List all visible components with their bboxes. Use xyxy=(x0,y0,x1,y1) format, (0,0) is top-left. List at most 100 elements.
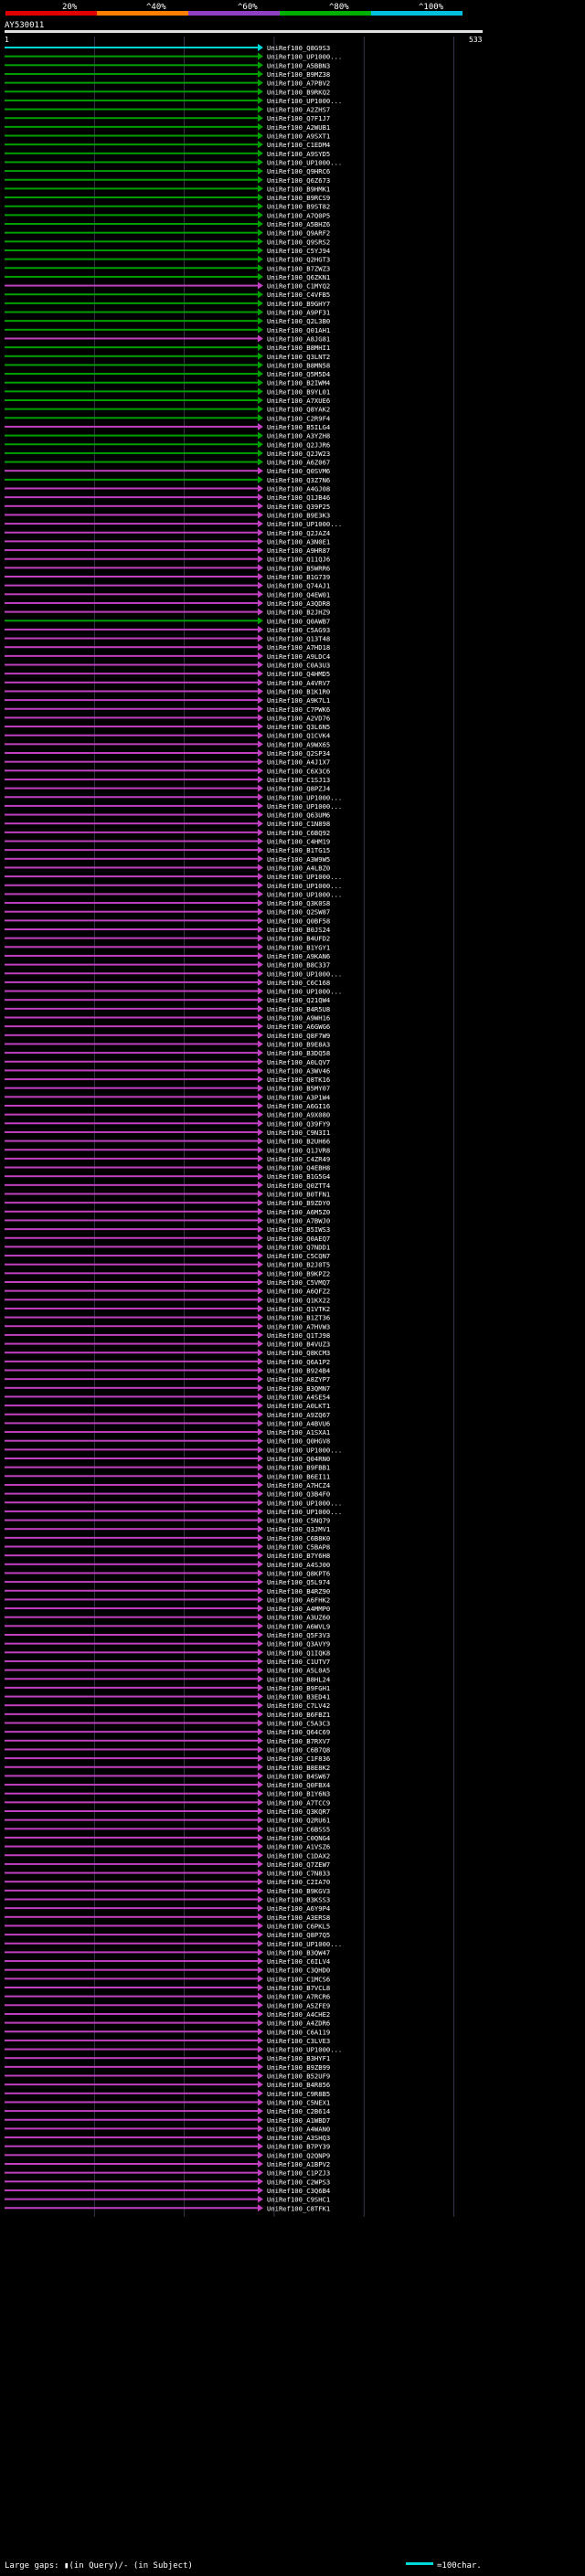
hit-row[interactable]: UniRef100_B7ZWZ3 xyxy=(5,264,330,272)
hit-label[interactable]: UniRef100_C6PKL5 xyxy=(267,1922,330,1930)
hit-label[interactable]: UniRef100_A4ZDR6 xyxy=(267,2019,330,2028)
hit-bar[interactable] xyxy=(5,584,258,587)
hit-bar[interactable] xyxy=(5,707,258,710)
hit-bar[interactable] xyxy=(5,1651,258,1654)
hit-bar[interactable] xyxy=(5,125,258,128)
hit-row[interactable]: UniRef100_C7N833 xyxy=(5,1869,330,1878)
hit-label[interactable]: UniRef100_Q8P7Q5 xyxy=(267,1931,330,1939)
hit-bar[interactable] xyxy=(5,1915,258,1918)
hit-row[interactable]: UniRef100_B0TFN1 xyxy=(5,1190,330,1199)
hit-label[interactable]: UniRef100_UP1000... xyxy=(267,802,342,811)
hit-row[interactable]: UniRef100_Q1TJ98 xyxy=(5,1330,330,1340)
hit-bar[interactable] xyxy=(5,320,258,323)
hit-bar[interactable] xyxy=(5,1960,258,1963)
hit-row[interactable]: UniRef100_A9KAN6 xyxy=(5,951,330,960)
hit-row[interactable]: UniRef100_Q2HGT3 xyxy=(5,255,330,264)
hit-label[interactable]: UniRef100_Q5F3V3 xyxy=(267,1631,330,1639)
hit-bar[interactable] xyxy=(5,963,258,966)
hit-label[interactable]: UniRef100_A9X080 xyxy=(267,1111,330,1119)
hit-bar[interactable] xyxy=(5,849,258,852)
hit-label[interactable]: UniRef100_A7BWJ0 xyxy=(267,1216,330,1224)
hit-row[interactable]: UniRef100_Q13T48 xyxy=(5,634,330,643)
hit-row[interactable]: UniRef100_Q01AH1 xyxy=(5,325,330,334)
hit-row[interactable]: UniRef100_UP1000... xyxy=(5,1939,342,1948)
hit-bar[interactable] xyxy=(5,620,258,622)
hit-bar[interactable] xyxy=(5,1977,258,1980)
hit-row[interactable]: UniRef100_B1TG15 xyxy=(5,846,330,854)
hit-bar[interactable] xyxy=(5,919,258,922)
hit-bar[interactable] xyxy=(5,540,258,543)
hit-label[interactable]: UniRef100_Q13T48 xyxy=(267,635,330,643)
hit-label[interactable]: UniRef100_A6M5Z0 xyxy=(267,1208,330,1216)
hit-bar[interactable] xyxy=(5,884,258,886)
hit-row[interactable]: UniRef100_B9ST82 xyxy=(5,202,330,211)
hit-label[interactable]: UniRef100_A4VRV7 xyxy=(267,679,330,687)
hit-bar[interactable] xyxy=(5,478,258,481)
hit-bar[interactable] xyxy=(5,804,258,807)
hit-row[interactable]: UniRef100_A4BVU6 xyxy=(5,1419,330,1427)
hit-bar[interactable] xyxy=(5,1175,258,1178)
hit-bar[interactable] xyxy=(5,673,258,675)
hit-bar[interactable] xyxy=(5,2198,258,2200)
hit-row[interactable]: UniRef100_Q0HGV8 xyxy=(5,1436,330,1446)
hit-bar[interactable] xyxy=(5,1289,258,1292)
hit-label[interactable]: UniRef100_B5MY07 xyxy=(267,1085,330,1093)
hit-row[interactable]: UniRef100_UP1000... xyxy=(5,52,342,61)
hit-row[interactable]: UniRef100_Q6ZKN1 xyxy=(5,272,330,281)
hit-bar[interactable] xyxy=(5,1934,258,1936)
hit-bar[interactable] xyxy=(5,1836,258,1839)
hit-bar[interactable] xyxy=(5,373,258,376)
hit-row[interactable]: UniRef100_Q04RN0 xyxy=(5,1455,330,1463)
hit-row[interactable]: UniRef100_Q0FBX4 xyxy=(5,1781,330,1789)
hit-bar[interactable] xyxy=(5,1581,258,1584)
hit-label[interactable]: UniRef100_Q1VTK2 xyxy=(267,1305,330,1313)
hit-bar[interactable] xyxy=(5,434,258,437)
hit-row[interactable]: UniRef100_Q8KPT6 xyxy=(5,1569,330,1577)
hit-row[interactable]: UniRef100_UP1000... xyxy=(5,873,342,881)
hit-bar[interactable] xyxy=(5,726,258,728)
hit-label[interactable]: UniRef100_A0LKT1 xyxy=(267,1402,330,1410)
hit-label[interactable]: UniRef100_Q8KCM3 xyxy=(267,1349,330,1357)
hit-bar[interactable] xyxy=(5,1475,258,1478)
hit-bar[interactable] xyxy=(5,1157,258,1160)
hit-bar[interactable] xyxy=(5,1458,258,1459)
hit-bar[interactable] xyxy=(5,1889,258,1892)
hit-row[interactable]: UniRef100_Q9HRC6 xyxy=(5,167,330,175)
hit-bar[interactable] xyxy=(5,1105,258,1107)
hit-row[interactable]: UniRef100_A2ZHS7 xyxy=(5,105,330,114)
hit-bar[interactable] xyxy=(5,117,258,120)
hit-row[interactable]: UniRef100_A7PBV2 xyxy=(5,79,330,88)
hit-label[interactable]: UniRef100_B9E3K3 xyxy=(267,511,330,519)
hit-label[interactable]: UniRef100_Q0AWB7 xyxy=(267,617,330,625)
hit-label[interactable]: UniRef100_A4GJ08 xyxy=(267,485,330,493)
hit-label[interactable]: UniRef100_UP1000... xyxy=(267,873,342,881)
hit-bar[interactable] xyxy=(5,1069,258,1072)
hit-row[interactable]: UniRef100_A0LKT1 xyxy=(5,1402,330,1410)
hit-label[interactable]: UniRef100_C8TFK1 xyxy=(267,2204,330,2212)
hit-bar[interactable] xyxy=(5,946,258,949)
hit-row[interactable]: UniRef100_A3WV46 xyxy=(5,1066,330,1075)
hit-row[interactable]: UniRef100_C5BAP8 xyxy=(5,1542,330,1552)
hit-row[interactable]: UniRef100_B8MHI1 xyxy=(5,344,330,352)
hit-label[interactable]: UniRef100_C5YJ94 xyxy=(267,247,330,255)
hit-row[interactable]: UniRef100_C6C168 xyxy=(5,978,330,987)
hit-row[interactable]: UniRef100_B0JS24 xyxy=(5,926,330,934)
hit-bar[interactable] xyxy=(5,1210,258,1213)
hit-row[interactable]: UniRef100_Q5L974 xyxy=(5,1578,330,1586)
hit-row[interactable]: UniRef100_A7HD18 xyxy=(5,643,330,652)
hit-label[interactable]: UniRef100_A7HCZ4 xyxy=(267,1481,330,1489)
hit-bar[interactable] xyxy=(5,610,258,613)
hit-bar[interactable] xyxy=(5,267,258,270)
hit-label[interactable]: UniRef100_B9ZB99 xyxy=(267,2063,330,2072)
hit-row[interactable]: UniRef100_A8JG81 xyxy=(5,334,330,343)
hit-label[interactable]: UniRef100_A4MMP0 xyxy=(267,1605,330,1613)
hit-row[interactable]: UniRef100_B8E8K2 xyxy=(5,1763,330,1772)
hit-row[interactable]: UniRef100_Q3LNT2 xyxy=(5,352,330,361)
hit-label[interactable]: UniRef100_C1N898 xyxy=(267,820,330,828)
hit-bar[interactable] xyxy=(5,1765,258,1768)
hit-row[interactable]: UniRef100_B7VCL8 xyxy=(5,1984,330,1992)
hit-label[interactable]: UniRef100_C1UTV7 xyxy=(267,1658,330,1666)
hit-label[interactable]: UniRef100_B8E8K2 xyxy=(267,1764,330,1772)
hit-row[interactable]: UniRef100_B9RCS9 xyxy=(5,194,330,202)
hit-label[interactable]: UniRef100_A9WH16 xyxy=(267,1014,330,1023)
